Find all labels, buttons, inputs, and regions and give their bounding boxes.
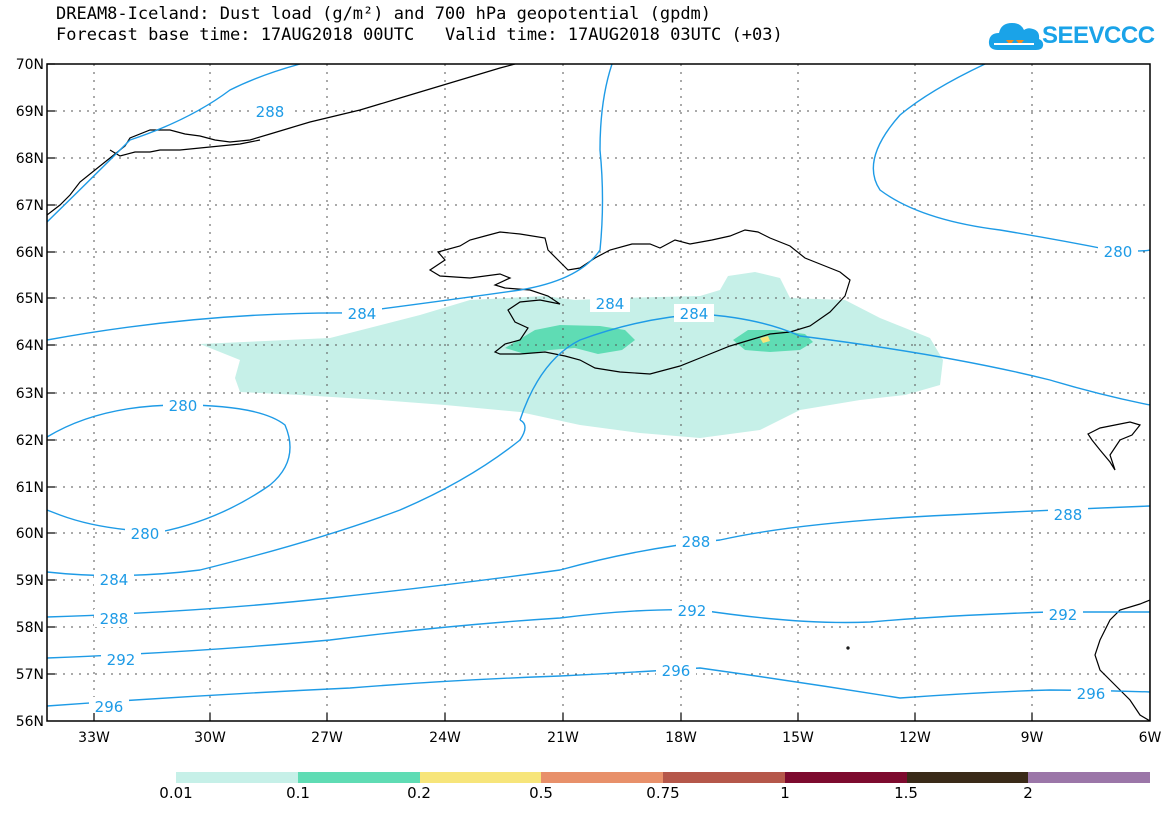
legend-swatch-1 [297, 772, 420, 783]
contour-label: 284 [100, 571, 129, 589]
logo-text: SEEVCCC [1042, 22, 1155, 49]
coastlines [47, 64, 1150, 721]
lon-label: 12W [899, 730, 931, 746]
lon-label: 18W [665, 730, 697, 746]
legend-label: 2 [1023, 784, 1033, 802]
lat-label: 62N [16, 433, 44, 449]
lat-label: 57N [16, 667, 44, 683]
lat-label: 66N [16, 245, 44, 261]
lat-label: 63N [16, 386, 44, 402]
lat-label: 61N [16, 480, 44, 496]
legend-label: 1 [780, 784, 790, 802]
legend-swatch-3 [541, 772, 663, 783]
contour-label: 288 [1054, 506, 1083, 524]
legend-swatch-2 [419, 772, 542, 783]
latitude-labels: 70N 69N 68N 67N 66N 65N 64N 63N 62N 61N … [16, 57, 44, 730]
scotland-coast [1094, 599, 1150, 721]
contour-288-south [47, 505, 1150, 618]
lat-label: 64N [16, 338, 44, 354]
contour-292 [47, 608, 1150, 659]
dust-shading [200, 272, 943, 438]
contour-label: 280 [1104, 243, 1133, 261]
dust-area-low [200, 272, 943, 438]
contour-label: 292 [678, 602, 707, 620]
dust-area-mid-east [733, 330, 813, 352]
faroe-islands [1087, 421, 1142, 471]
contour-label: 280 [169, 397, 198, 415]
lon-label: 27W [311, 730, 343, 746]
lon-label: 21W [547, 730, 579, 746]
legend-swatch-7 [1028, 772, 1150, 783]
lat-label: 59N [16, 573, 44, 589]
contour-label: 280 [131, 525, 160, 543]
rockall-islet [846, 646, 850, 650]
lon-label: 6W [1139, 730, 1162, 746]
title-line-1: DREAM8-Iceland: Dust load (g/m²) and 700… [56, 4, 712, 24]
lat-label: 68N [16, 151, 44, 167]
legend-swatch-6 [906, 772, 1029, 783]
valid-time: Valid time: 17AUG2018 03UTC (+03) [444, 25, 783, 45]
legend-label: 0.1 [286, 784, 310, 802]
contour-label: 288 [256, 103, 285, 121]
longitude-labels: 33W 30W 27W 24W 21W 18W 15W 12W 9W 6W [78, 730, 1161, 746]
greenland-coast-inner [109, 139, 261, 157]
contour-280-west [47, 404, 291, 533]
map-title: DREAM8-Iceland: Dust load (g/m²) and 700… [56, 4, 783, 46]
contour-label: 288 [100, 610, 129, 628]
forecast-base-time: Forecast base time: 17AUG2018 00UTC [56, 25, 415, 45]
seevccc-logo: SEEVCCC [988, 16, 1155, 60]
legend-labels: 0.01 0.1 0.2 0.5 0.75 1 1.5 2 [0, 784, 1175, 804]
dust-hotspot [760, 336, 770, 343]
greenland-coast [47, 64, 516, 216]
legend-swatch-4 [663, 772, 785, 783]
lat-label: 65N [16, 291, 44, 307]
lat-label: 56N [16, 714, 44, 730]
legend-label: 0.01 [159, 784, 193, 802]
legend-swatch-0 [176, 772, 298, 783]
legend-swatch-5 [784, 772, 907, 783]
legend-label: 1.5 [894, 784, 918, 802]
graticule [47, 64, 1150, 721]
contour-284-east [519, 313, 1150, 421]
contour-280-ne [872, 64, 1150, 252]
contour-label: 284 [680, 305, 709, 323]
contour-label: 296 [662, 662, 691, 680]
legend-label: 0.75 [646, 784, 680, 802]
cloud-logo-icon [988, 23, 1044, 50]
color-legend [176, 772, 1150, 783]
lon-label: 30W [194, 730, 226, 746]
contour-label: 284 [348, 305, 377, 323]
contour-label: 288 [682, 533, 711, 551]
lat-label: 70N [16, 57, 44, 73]
contour-label: 284 [596, 295, 625, 313]
lon-label: 33W [78, 730, 110, 746]
lat-label: 58N [16, 620, 44, 636]
lon-label: 9W [1021, 730, 1044, 746]
contour-label: 292 [107, 651, 136, 669]
contour-284-south [47, 419, 526, 577]
contour-labels: 288 284 284 284 280 280 280 284 288 288 … [89, 102, 1138, 716]
lon-label: 24W [429, 730, 461, 746]
lat-label: 69N [16, 104, 44, 120]
iceland-coast [428, 229, 851, 375]
contour-288-greenland [47, 64, 301, 223]
axis-ticks [47, 63, 1033, 721]
contour-284-north [47, 64, 613, 341]
contour-label: 296 [95, 698, 124, 716]
lat-label: 60N [16, 526, 44, 542]
legend-label: 0.5 [529, 784, 553, 802]
legend-label: 0.2 [407, 784, 431, 802]
lat-label: 67N [16, 198, 44, 214]
contour-label: 296 [1077, 685, 1106, 703]
lon-label: 15W [782, 730, 814, 746]
contour-label: 292 [1049, 606, 1078, 624]
